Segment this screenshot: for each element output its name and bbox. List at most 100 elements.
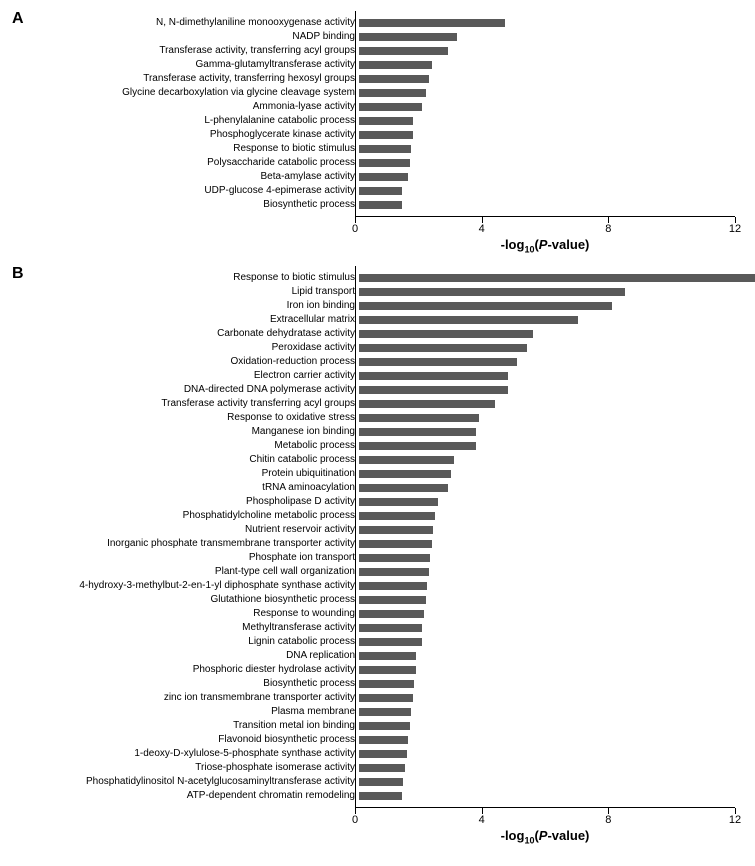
- x-tick-label: 0: [352, 223, 358, 235]
- bar: [359, 582, 427, 590]
- bar-track: [359, 680, 739, 688]
- x-axis: 04812-log10(P-value): [355, 807, 735, 838]
- bar-label: Beta-amylase activity: [10, 172, 359, 182]
- bar-label: Flavonoid biosynthetic process: [10, 735, 359, 745]
- bar-row: Triose-phosphate isomerase activity: [10, 761, 745, 775]
- bar-row: Phosphate ion transport: [10, 551, 745, 565]
- bar-label: Lignin catabolic process: [10, 637, 359, 647]
- bar-label: Gamma-glutamyltransferase activity: [10, 60, 359, 70]
- bar: [359, 624, 422, 632]
- bar-track: [359, 526, 739, 534]
- bar: [359, 540, 432, 548]
- bar-row: Oxidation-reduction process: [10, 355, 745, 369]
- bar-track: [359, 302, 739, 310]
- bar: [359, 386, 508, 394]
- bar-label: Biosynthetic process: [10, 200, 359, 210]
- bar-row: Lignin catabolic process: [10, 635, 745, 649]
- bar: [359, 666, 416, 674]
- bar: [359, 173, 408, 181]
- bar-row: Response to oxidative stress: [10, 411, 745, 425]
- bar-row: Phosphoglycerate kinase activity: [10, 128, 745, 142]
- bar-track: [359, 358, 739, 366]
- bar-label: NADP binding: [10, 32, 359, 42]
- bar-row: Biosynthetic process: [10, 677, 745, 691]
- bar-row: Transferase activity, transferring acyl …: [10, 44, 745, 58]
- bar: [359, 568, 429, 576]
- bar-row: 1-deoxy-D-xylulose-5-phosphate synthase …: [10, 747, 745, 761]
- bar-track: [359, 386, 739, 394]
- bar-label: L-phenylalanine catabolic process: [10, 116, 359, 126]
- x-tick-label: 0: [352, 814, 358, 826]
- bar-track: [359, 442, 739, 450]
- bar-label: 4-hydroxy-3-methylbut-2-en-1-yl diphosph…: [10, 581, 359, 591]
- bar-label: ATP-dependent chromatin remodeling: [10, 791, 359, 801]
- bar-label: Transition metal ion binding: [10, 721, 359, 731]
- bar: [359, 428, 476, 436]
- panel-a: A N, N-dimethylaniline monooxygenase act…: [10, 10, 745, 247]
- bar: [359, 498, 438, 506]
- bar-track: [359, 708, 739, 716]
- bar-row: Manganese ion binding: [10, 425, 745, 439]
- bar: [359, 722, 410, 730]
- bar-track: [359, 330, 739, 338]
- bar-track: [359, 400, 739, 408]
- bar-track: [359, 554, 739, 562]
- bar-label: Protein ubiquitination: [10, 469, 359, 479]
- bar-label: tRNA aminoacylation: [10, 483, 359, 493]
- bar-row: Inorganic phosphate transmembrane transp…: [10, 537, 745, 551]
- bar-row: Response to biotic stimulus: [10, 271, 745, 285]
- bar-label: Response to oxidative stress: [10, 413, 359, 423]
- bar-track: [359, 145, 739, 153]
- bar-row: 4-hydroxy-3-methylbut-2-en-1-yl diphosph…: [10, 579, 745, 593]
- bar-track: [359, 638, 739, 646]
- bar-track: [359, 131, 739, 139]
- bar-track: [359, 596, 739, 604]
- bar: [359, 344, 527, 352]
- bar-label: Oxidation-reduction process: [10, 357, 359, 367]
- bar-track: [359, 666, 739, 674]
- bar-label: N, N-dimethylaniline monooxygenase activ…: [10, 18, 359, 28]
- bar-track: [359, 484, 739, 492]
- chart-b: Response to biotic stimulusLipid transpo…: [10, 265, 745, 838]
- bar: [359, 145, 411, 153]
- bar-label: Phosphoric diester hydrolase activity: [10, 665, 359, 675]
- bar-label: Electron carrier activity: [10, 371, 359, 381]
- bar-label: Transferase activity, transferring hexos…: [10, 74, 359, 84]
- bar-track: [359, 344, 739, 352]
- bar-track: [359, 103, 739, 111]
- bar: [359, 33, 457, 41]
- bar: [359, 47, 448, 55]
- bar-label: Polysaccharide catabolic process: [10, 158, 359, 168]
- bar-label: Nutrient reservoir activity: [10, 525, 359, 535]
- x-tick-label: 12: [729, 814, 741, 826]
- bar: [359, 442, 476, 450]
- bar-label: zinc ion transmembrane transporter activ…: [10, 693, 359, 703]
- bar-track: [359, 61, 739, 69]
- bar: [359, 778, 403, 786]
- bar: [359, 19, 505, 27]
- bar-track: [359, 428, 739, 436]
- bar-row: Response to wounding: [10, 607, 745, 621]
- bar-row: UDP-glucose 4-epimerase activity: [10, 184, 745, 198]
- x-axis: 04812-log10(P-value): [355, 216, 735, 247]
- bar: [359, 414, 479, 422]
- bar-label: Inorganic phosphate transmembrane transp…: [10, 539, 359, 549]
- bar-row: Glycine decarboxylation via glycine clea…: [10, 86, 745, 100]
- bar-track: [359, 372, 739, 380]
- bar-track: [359, 764, 739, 772]
- bar: [359, 484, 448, 492]
- bar-track: [359, 470, 739, 478]
- bar: [359, 680, 414, 688]
- bar-row: DNA replication: [10, 649, 745, 663]
- bar-row: Glutathione biosynthetic process: [10, 593, 745, 607]
- bar: [359, 316, 578, 324]
- bar-track: [359, 75, 739, 83]
- bar-label: Extracellular matrix: [10, 315, 359, 325]
- bar-label: Manganese ion binding: [10, 427, 359, 437]
- bar-track: [359, 159, 739, 167]
- bar-track: [359, 117, 739, 125]
- bar-label: Phosphoglycerate kinase activity: [10, 130, 359, 140]
- bar-label: Phosphatidylcholine metabolic process: [10, 511, 359, 521]
- bar-row: Gamma-glutamyltransferase activity: [10, 58, 745, 72]
- bar: [359, 358, 517, 366]
